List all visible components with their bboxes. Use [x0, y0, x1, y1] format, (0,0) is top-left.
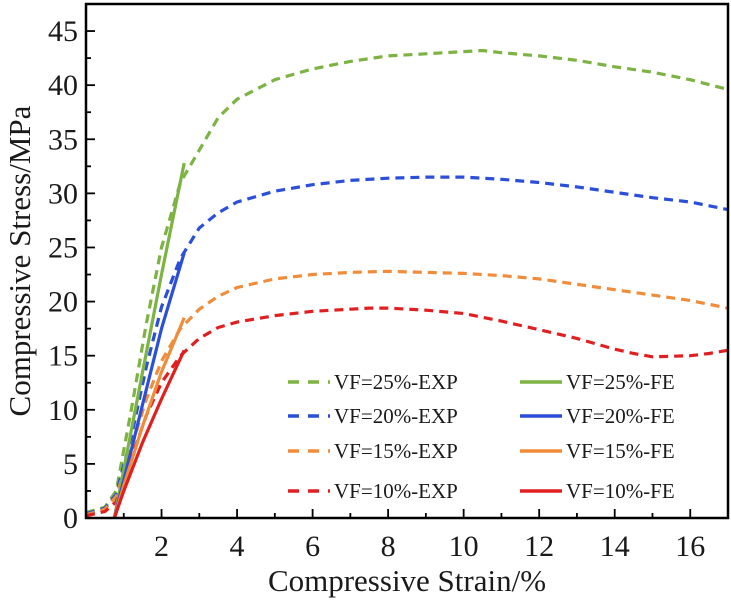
legend-item-vf-25-exp: VF=25%-EXP [288, 370, 458, 394]
legend-label: VF=10%-EXP [334, 479, 458, 503]
x-tick-label: 6 [305, 530, 320, 563]
legend-item-vf-25-fe: VF=25%-FE [520, 370, 675, 394]
legend-item-vf-10-exp: VF=10%-EXP [288, 479, 458, 503]
legend-item-vf-20-exp: VF=20%-EXP [288, 404, 458, 428]
y-tick-label: 45 [48, 15, 78, 48]
legend-label: VF=15%-FE [566, 439, 675, 463]
legend-item-vf-10-fe: VF=10%-FE [520, 479, 675, 503]
x-tick-label: 4 [230, 530, 245, 563]
legend-label: VF=15%-EXP [334, 439, 458, 463]
legend: VF=25%-EXP VF=20%-EXP VF=15%-EXP VF=10%-EXP… [288, 370, 675, 503]
x-tick-label: 2 [154, 530, 169, 563]
legend-label: VF=25%-EXP [334, 370, 458, 394]
series-line-vf-25-fe [112, 162, 186, 518]
y-tick-label: 0 [63, 502, 78, 535]
x-tick-label: 16 [675, 530, 705, 563]
axis-ticks: 2 4 6 8 10 12 14 16 0 5 10 15 20 25 30 35 40 45 [48, 15, 705, 563]
y-tick-label: 20 [48, 286, 78, 319]
y-axis-title: Compressive Stress/MPa [2, 105, 37, 416]
legend-label: VF=20%-FE [566, 404, 675, 428]
legend-item-vf-20-fe: VF=20%-FE [520, 404, 675, 428]
legend-item-vf-15-exp: VF=15%-EXP [288, 439, 458, 463]
y-tick-label: 15 [48, 340, 78, 373]
y-tick-label: 30 [48, 177, 78, 210]
plot-frame [84, 2, 730, 520]
x-tick-label: 8 [381, 530, 396, 563]
y-tick-label: 25 [48, 231, 78, 264]
x-axis-title: Compressive Strain/% [268, 563, 546, 598]
x-tick-label: 14 [600, 530, 630, 563]
x-tick-label: 12 [524, 530, 554, 563]
series-line-vf-10-fe [112, 349, 186, 518]
legend-label: VF=10%-FE [566, 479, 675, 503]
y-tick-label: 40 [48, 69, 78, 102]
plot-area [86, 48, 728, 518]
y-tick-label: 10 [48, 394, 78, 427]
series-line-vf-10-exp [86, 306, 728, 518]
series-line-vf-20-exp [86, 175, 728, 516]
series-line-vf-25-exp [86, 48, 728, 515]
legend-label: VF=20%-EXP [334, 404, 458, 428]
legend-item-vf-15-fe: VF=15%-FE [520, 439, 675, 463]
y-tick-label: 5 [63, 448, 78, 481]
x-tick-label: 10 [449, 530, 479, 563]
y-tick-label: 35 [48, 123, 78, 156]
legend-label: VF=25%-FE [566, 370, 675, 394]
